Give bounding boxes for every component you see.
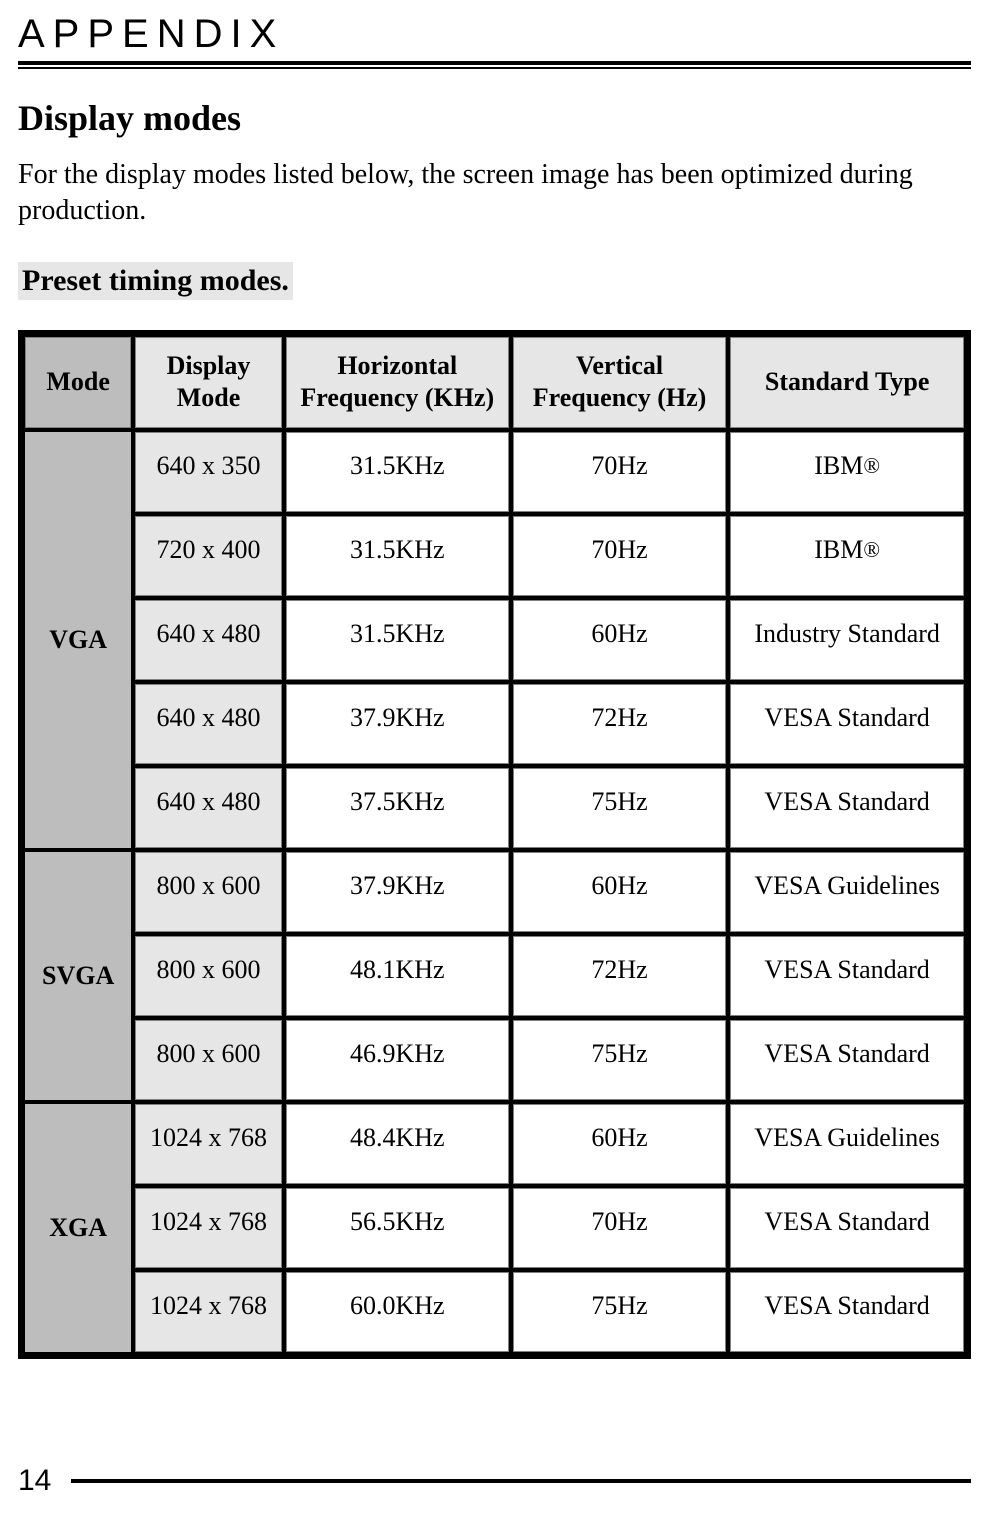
- table-row: 800 x 60046.9KHz75HzVESA Standard: [25, 1020, 964, 1100]
- vfreq-cell: 72Hz: [513, 684, 726, 764]
- header-rule: [18, 61, 971, 69]
- table-row: VGA640 x 35031.5KHz70HzIBM®: [25, 432, 964, 512]
- display-mode-cell: 800 x 600: [135, 1020, 281, 1100]
- hfreq-cell: 46.9KHz: [286, 1020, 509, 1100]
- standard-cell: VESA Standard: [730, 1272, 964, 1352]
- page-number: 14: [18, 1464, 51, 1498]
- page-footer: 14: [18, 1464, 971, 1498]
- intro-text: For the display modes listed below, the …: [18, 157, 971, 230]
- hfreq-cell: 31.5KHz: [286, 432, 509, 512]
- table-row: 640 x 48037.5KHz75HzVESA Standard: [25, 768, 964, 848]
- vfreq-cell: 72Hz: [513, 936, 726, 1016]
- table-row: 720 x 40031.5KHz70HzIBM®: [25, 516, 964, 596]
- hfreq-cell: 37.9KHz: [286, 852, 509, 932]
- vfreq-cell: 75Hz: [513, 768, 726, 848]
- col-header-vfreq-l2: Frequency (Hz): [533, 383, 707, 412]
- table-body: VGA640 x 35031.5KHz70HzIBM®720 x 40031.5…: [25, 432, 964, 1352]
- mode-cell: SVGA: [25, 852, 131, 1100]
- display-mode-cell: 800 x 600: [135, 852, 281, 932]
- standard-cell: IBM®: [730, 516, 964, 596]
- vfreq-cell: 60Hz: [513, 852, 726, 932]
- hfreq-cell: 31.5KHz: [286, 600, 509, 680]
- hfreq-cell: 56.5KHz: [286, 1188, 509, 1268]
- footer-line: [71, 1479, 971, 1483]
- standard-cell: VESA Guidelines: [730, 852, 964, 932]
- col-header-hfreq-l1: Horizontal: [337, 351, 457, 380]
- standard-cell: VESA Standard: [730, 1188, 964, 1268]
- vfreq-cell: 75Hz: [513, 1272, 726, 1352]
- standard-cell: IBM®: [730, 432, 964, 512]
- standard-cell: VESA Standard: [730, 768, 964, 848]
- vfreq-cell: 70Hz: [513, 1188, 726, 1268]
- section-title: Display modes: [18, 97, 971, 139]
- standard-cell: VESA Standard: [730, 1020, 964, 1100]
- hfreq-cell: 48.4KHz: [286, 1104, 509, 1184]
- display-mode-cell: 640 x 480: [135, 600, 281, 680]
- registered-icon: ®: [863, 537, 880, 562]
- display-mode-cell: 1024 x 768: [135, 1188, 281, 1268]
- table-row: 1024 x 76856.5KHz70HzVESA Standard: [25, 1188, 964, 1268]
- display-mode-cell: 640 x 350: [135, 432, 281, 512]
- table-row: 640 x 48031.5KHz60HzIndustry Standard: [25, 600, 964, 680]
- table-row: 1024 x 76860.0KHz75HzVESA Standard: [25, 1272, 964, 1352]
- display-mode-cell: 720 x 400: [135, 516, 281, 596]
- col-header-display-mode: Display Mode: [135, 337, 281, 428]
- subsection-title: Preset timing modes.: [18, 262, 293, 300]
- table-row: XGA1024 x 76848.4KHz60HzVESA Guidelines: [25, 1104, 964, 1184]
- hfreq-cell: 48.1KHz: [286, 936, 509, 1016]
- registered-icon: ®: [863, 453, 880, 478]
- col-header-display-mode-l2: Mode: [177, 383, 241, 412]
- col-header-vfreq-l1: Vertical: [576, 351, 663, 380]
- hfreq-cell: 37.9KHz: [286, 684, 509, 764]
- hfreq-cell: 37.5KHz: [286, 768, 509, 848]
- col-header-hfreq: Horizontal Frequency (KHz): [286, 337, 509, 428]
- col-header-hfreq-l2: Frequency (KHz): [300, 383, 494, 412]
- display-mode-cell: 640 x 480: [135, 684, 281, 764]
- display-mode-cell: 1024 x 768: [135, 1272, 281, 1352]
- vfreq-cell: 70Hz: [513, 432, 726, 512]
- modes-table: Mode Display Mode Horizontal Frequency (…: [18, 330, 971, 1359]
- table-row: SVGA800 x 60037.9KHz60HzVESA Guidelines: [25, 852, 964, 932]
- vfreq-cell: 60Hz: [513, 600, 726, 680]
- col-header-vfreq: Vertical Frequency (Hz): [513, 337, 726, 428]
- vfreq-cell: 70Hz: [513, 516, 726, 596]
- display-mode-cell: 800 x 600: [135, 936, 281, 1016]
- mode-cell: VGA: [25, 432, 131, 848]
- vfreq-cell: 75Hz: [513, 1020, 726, 1100]
- display-mode-cell: 640 x 480: [135, 768, 281, 848]
- table-header-row: Mode Display Mode Horizontal Frequency (…: [25, 337, 964, 428]
- standard-cell: VESA Guidelines: [730, 1104, 964, 1184]
- vfreq-cell: 60Hz: [513, 1104, 726, 1184]
- col-header-standard: Standard Type: [730, 337, 964, 428]
- standard-cell: Industry Standard: [730, 600, 964, 680]
- table-row: 640 x 48037.9KHz72HzVESA Standard: [25, 684, 964, 764]
- col-header-mode: Mode: [25, 337, 131, 428]
- table-row: 800 x 60048.1KHz72HzVESA Standard: [25, 936, 964, 1016]
- col-header-display-mode-l1: Display: [167, 351, 251, 380]
- standard-cell: VESA Standard: [730, 936, 964, 1016]
- standard-cell: VESA Standard: [730, 684, 964, 764]
- hfreq-cell: 31.5KHz: [286, 516, 509, 596]
- display-mode-cell: 1024 x 768: [135, 1104, 281, 1184]
- appendix-header: APPENDIX: [18, 12, 971, 57]
- mode-cell: XGA: [25, 1104, 131, 1352]
- hfreq-cell: 60.0KHz: [286, 1272, 509, 1352]
